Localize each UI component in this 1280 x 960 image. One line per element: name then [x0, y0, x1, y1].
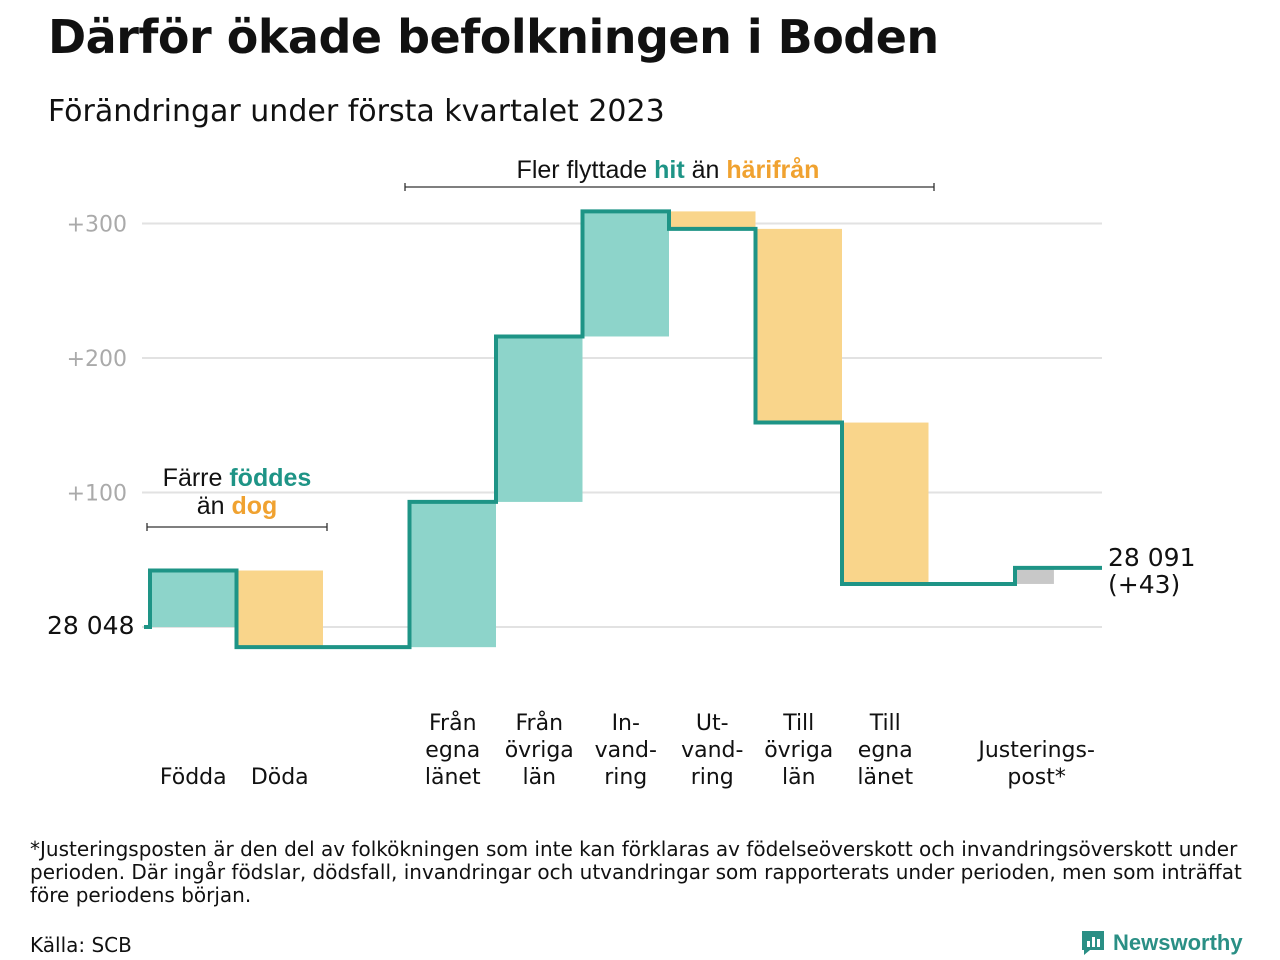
category-label: länet	[425, 765, 481, 790]
category-label: länet	[857, 765, 913, 790]
category-label: post*	[1007, 765, 1066, 790]
category-label: Döda	[251, 765, 309, 790]
births-annotation-line2: än dog	[197, 492, 278, 520]
category-label: Ut-	[696, 711, 729, 736]
end-value-label: 28 091	[1108, 543, 1195, 572]
y-tick-label: +300	[67, 213, 127, 238]
category-label: län	[522, 765, 556, 790]
category-label: Från	[429, 710, 477, 736]
bar-increase	[582, 211, 669, 337]
migration-annotation: Fler flyttade hit än härifrån	[404, 156, 935, 191]
source-label: Källa: SCB	[30, 933, 132, 957]
category-label: ring	[604, 765, 647, 790]
category-label: Till	[782, 711, 814, 736]
end-change-label: (+43)	[1108, 570, 1180, 599]
bar-decrease	[842, 422, 929, 584]
y-tick-label: +200	[67, 347, 127, 372]
bar-increase	[409, 501, 496, 648]
category-label: Från	[515, 710, 563, 736]
bar-increase	[496, 336, 583, 502]
bar-adjustment	[1015, 567, 1054, 584]
running-total-path	[144, 209, 1102, 650]
start-value-label: 28 048	[47, 611, 134, 640]
chart-subtitle: Förändringar under första kvartalet 2023	[48, 94, 665, 129]
category-label: Födda	[160, 765, 227, 790]
category-label: egna	[858, 738, 913, 763]
category-label: övriga	[764, 738, 833, 763]
waterfall-chart: +100+200+300 Födda DödaFrånegnalänetFrånö…	[47, 156, 1195, 790]
bar-increase	[150, 570, 237, 627]
category-label: Till	[869, 711, 901, 736]
category-label: Justerings-	[976, 738, 1095, 763]
bar-decrease	[236, 570, 323, 648]
chart-title: Därför ökade befolkningen i Boden	[48, 10, 939, 64]
births-annotation: Färre föddes än dog	[146, 464, 328, 531]
category-label: vand-	[595, 738, 657, 763]
brand-name: Newsworthy	[1113, 930, 1243, 955]
births-annotation-line1: Färre föddes	[163, 464, 312, 492]
category-label: län	[782, 765, 816, 790]
category-labels: Födda DödaFrånegnalänetFrånövrigalänIn-va…	[160, 710, 1095, 790]
migration-annotation-text: Fler flyttade hit än härifrån	[517, 156, 820, 184]
category-label: övriga	[505, 738, 574, 763]
bars	[150, 211, 1054, 648]
bar-decrease	[755, 228, 842, 423]
category-label: ring	[691, 765, 734, 790]
category-label: egna	[425, 738, 480, 763]
y-tick-label: +100	[67, 482, 127, 507]
footnote: *Justeringsposten är den del av folkökni…	[30, 837, 1242, 907]
category-label: vand-	[681, 738, 743, 763]
bar-decrease	[669, 211, 756, 229]
running-total-line	[144, 209, 1102, 650]
newsworthy-logo-icon	[1082, 931, 1104, 955]
category-label: In-	[612, 711, 640, 736]
y-axis-ticks: +100 +200 +300	[67, 213, 127, 507]
brand-logo: Newsworthy	[1080, 929, 1243, 957]
